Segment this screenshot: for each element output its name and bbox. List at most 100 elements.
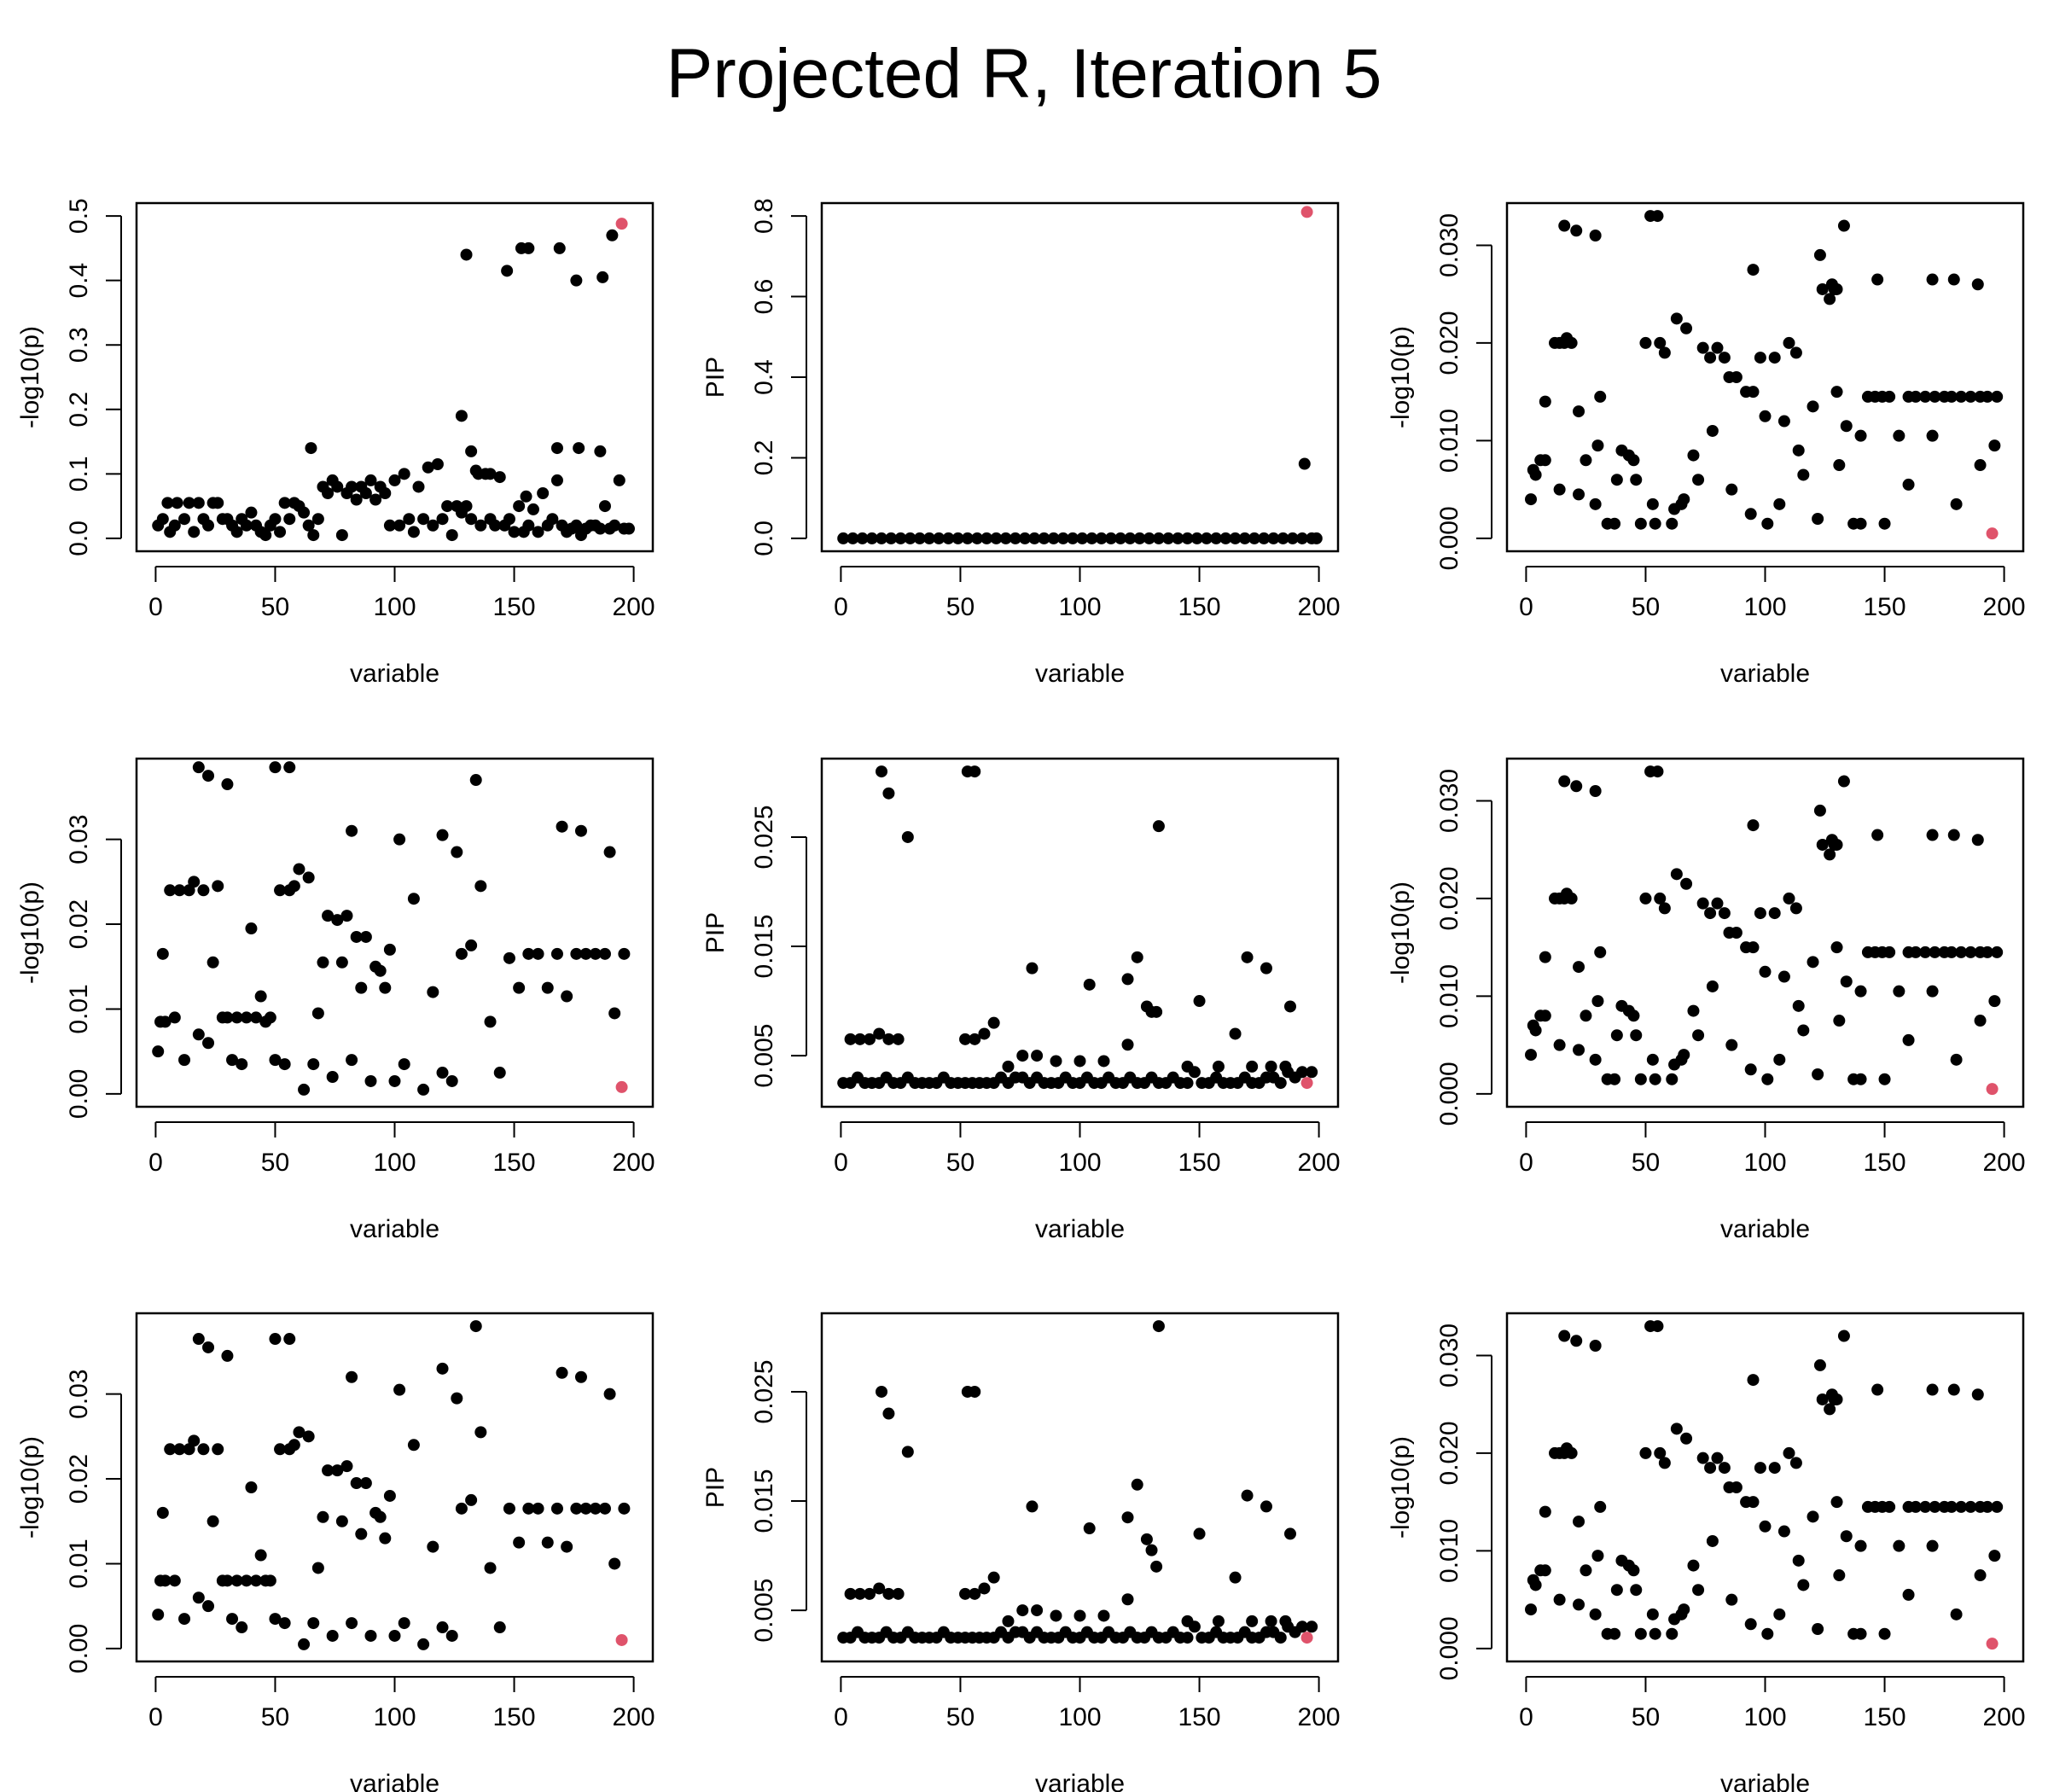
data-point xyxy=(460,500,473,513)
data-point xyxy=(1730,1481,1743,1493)
data-point xyxy=(302,519,315,532)
data-point xyxy=(1172,532,1184,544)
data-point xyxy=(1950,1608,1963,1620)
data-point xyxy=(298,506,311,519)
data-point xyxy=(254,990,267,1003)
data-point xyxy=(589,947,602,960)
data-point xyxy=(1580,1009,1592,1022)
data-point xyxy=(1306,1066,1318,1079)
data-point xyxy=(971,532,984,544)
data-point xyxy=(1902,1588,1915,1601)
data-point xyxy=(1833,1569,1846,1582)
data-point xyxy=(1945,1500,1958,1513)
data-point xyxy=(212,880,224,893)
data-point xyxy=(1813,1359,1826,1371)
data-point xyxy=(901,830,914,843)
data-point xyxy=(269,761,282,774)
data-point xyxy=(288,1439,300,1452)
data-point xyxy=(1594,1500,1607,1513)
data-point xyxy=(1298,457,1311,470)
y-tick-label: 0.005 xyxy=(750,1579,778,1643)
data-point xyxy=(1878,1073,1891,1085)
data-point xyxy=(269,513,282,526)
data-point xyxy=(1047,532,1060,544)
data-point xyxy=(1295,532,1308,544)
data-point xyxy=(1893,429,1905,442)
data-point xyxy=(221,1574,234,1587)
data-point xyxy=(1777,970,1790,983)
data-point xyxy=(1830,1393,1843,1405)
data-point xyxy=(159,1015,172,1028)
data-point xyxy=(1181,532,1194,544)
data-point xyxy=(1902,1033,1915,1046)
data-point xyxy=(1768,1462,1781,1475)
data-point xyxy=(1807,1510,1819,1523)
data-point xyxy=(1525,1049,1538,1062)
data-point xyxy=(1680,877,1693,890)
data-point xyxy=(1706,980,1719,992)
data-point xyxy=(532,947,544,960)
data-point xyxy=(1878,1627,1891,1640)
data-point xyxy=(1591,995,1604,1008)
data-point xyxy=(1026,962,1039,975)
data-point xyxy=(1926,985,1939,998)
scatter-panel-2: 0 50 100 150 200 variable 0.0 0.2 0.4 0.6 0.8 PIP xyxy=(701,198,1341,688)
data-point xyxy=(1610,474,1623,486)
data-point xyxy=(913,532,926,544)
x-tick-label: 50 xyxy=(1632,593,1660,621)
data-point xyxy=(1634,1073,1647,1085)
data-point xyxy=(961,532,974,544)
data-point xyxy=(1964,1500,1977,1513)
data-point xyxy=(1274,1077,1287,1090)
data-point xyxy=(1639,1446,1652,1459)
data-point xyxy=(379,1532,392,1545)
data-point xyxy=(388,1629,401,1642)
data-point xyxy=(1711,341,1724,354)
data-point xyxy=(455,1502,468,1515)
data-point xyxy=(1286,532,1299,544)
data-point xyxy=(1229,1027,1242,1040)
data-point xyxy=(445,1629,458,1642)
data-point xyxy=(1678,493,1690,506)
data-point xyxy=(882,787,895,800)
data-point xyxy=(1589,497,1602,510)
plot-frame xyxy=(820,757,1340,1108)
data-point xyxy=(474,880,487,893)
data-point xyxy=(503,513,515,526)
data-point xyxy=(613,474,625,486)
data-point xyxy=(188,1434,201,1447)
y-tick-label: 0.4 xyxy=(750,359,778,395)
data-point xyxy=(1104,532,1117,544)
data-point xyxy=(1580,1564,1592,1577)
data-point xyxy=(1759,965,1772,978)
data-point xyxy=(1589,1053,1602,1066)
data-point xyxy=(283,1333,296,1346)
data-point xyxy=(493,1621,506,1634)
data-point xyxy=(1950,1053,1963,1066)
data-point xyxy=(1594,390,1607,403)
data-point xyxy=(1816,282,1829,295)
data-point xyxy=(156,947,169,960)
data-point xyxy=(192,1333,205,1346)
data-point xyxy=(1754,907,1766,920)
scatter-panel-6: 0 50 100 150 200 variable 0.000 0.010 0.020 0.030… xyxy=(1387,757,2026,1243)
data-point xyxy=(1073,1055,1086,1068)
y-tick-label: 0.010 xyxy=(1435,964,1463,1028)
data-point xyxy=(412,480,425,493)
data-point xyxy=(501,265,514,277)
data-point xyxy=(596,271,609,283)
x-tick-label: 150 xyxy=(1178,1703,1221,1731)
x-tick-label: 0 xyxy=(834,1149,848,1177)
data-point xyxy=(245,506,258,519)
data-point xyxy=(212,1443,224,1456)
data-point xyxy=(1991,1500,2004,1513)
data-point xyxy=(364,1074,377,1087)
data-point xyxy=(1150,1560,1163,1573)
data-point xyxy=(431,458,444,470)
data-point xyxy=(1095,532,1108,544)
y-tick-label: 0.8 xyxy=(750,198,778,234)
data-point xyxy=(1627,1564,1640,1577)
data-point xyxy=(1570,1335,1583,1347)
data-point xyxy=(1824,293,1836,305)
data-point xyxy=(1646,1608,1659,1620)
